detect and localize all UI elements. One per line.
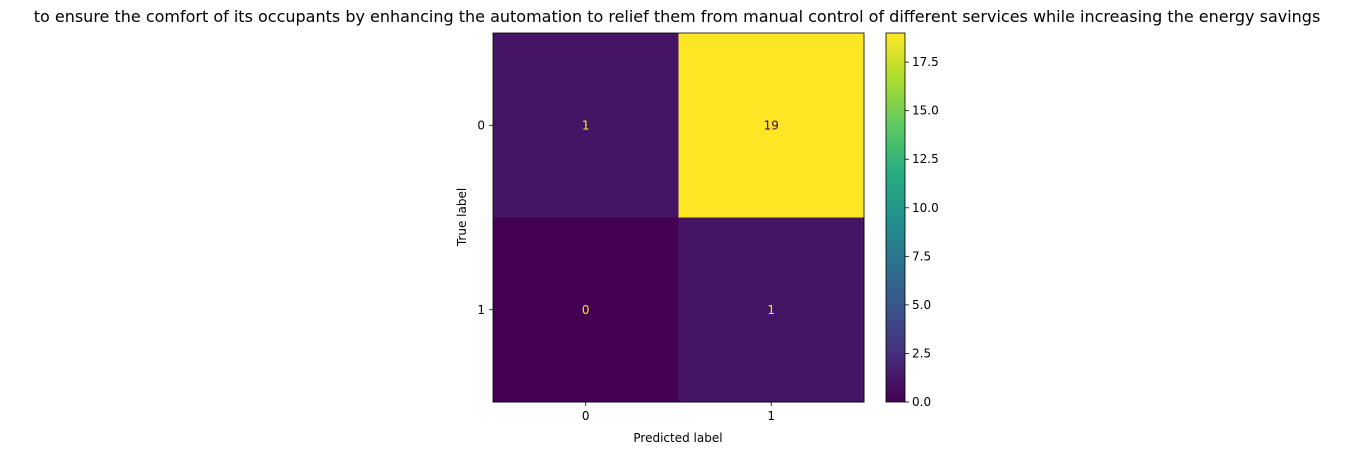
heatmap-cell <box>678 33 865 218</box>
cell-value-label: 19 <box>764 118 779 132</box>
colorbar-tick-label: 0.0 <box>912 395 931 409</box>
colorbar-tick-label: 10.0 <box>912 201 939 215</box>
heatmap-cell <box>493 217 679 403</box>
y-axis-label: True label <box>455 188 469 247</box>
y-tick-label: 0 <box>477 118 485 132</box>
x-tick-label: 0 <box>582 409 590 423</box>
x-axis-label: Predicted label <box>633 431 722 445</box>
colorbar-tick-label: 2.5 <box>912 346 931 360</box>
cell-value-label: 1 <box>582 118 590 132</box>
plot-frame <box>492 32 865 403</box>
heatmap-cell <box>678 217 865 403</box>
cell-value-label: 0 <box>582 303 590 317</box>
colorbar-tick-label: 15.0 <box>912 104 939 118</box>
colorbar-tick-label: 17.5 <box>912 55 939 69</box>
colorbar-tick-label: 7.5 <box>912 249 931 263</box>
colorbar-ticks: 0.0 2.5 5.0 7.5 10.0 12.5 15.0 17.5 <box>905 55 939 409</box>
y-tick-label: 1 <box>477 303 485 317</box>
colorbar-tick-label: 5.0 <box>912 298 931 312</box>
heatmap-cells: 1 19 0 1 <box>493 33 865 403</box>
chart-title: to ensure the comfort of its occupants b… <box>34 7 1321 26</box>
y-axis-ticks: 01 <box>477 118 493 317</box>
cell-value-label: 1 <box>767 303 775 317</box>
colorbar-tick-label: 12.5 <box>912 152 939 166</box>
colorbar <box>885 32 906 403</box>
x-tick-label: 1 <box>767 409 775 423</box>
heatmap-cell <box>493 33 679 218</box>
